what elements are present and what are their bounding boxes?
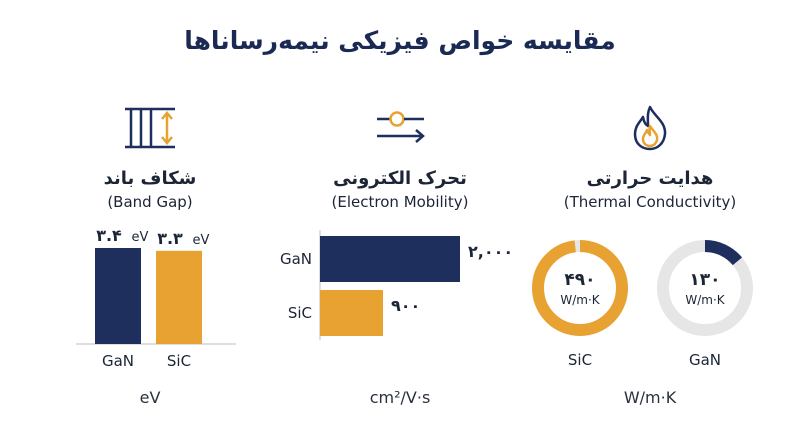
thermal-value-label: ۴۹۰ [564, 270, 595, 290]
band-gap-category-label: GaN [102, 352, 134, 370]
band-gap-value-unit: eV [132, 230, 149, 245]
mobility-category-label: SiC [288, 304, 312, 322]
band-gap-category-label: SiC [167, 352, 191, 370]
thermal-gauge-arc-gan [657, 240, 753, 336]
band-gap-bar-gan [95, 248, 141, 344]
page-title: مقایسه خواص فیزیکی نیمه‌رساناها [184, 26, 616, 55]
band-gap-value-label: ۳.۴ [96, 226, 122, 245]
band-gap-chart: ۳.۴ eV GaN ۳.۳ eV SiC [76, 226, 236, 370]
mobility-slider-arrow-icon [377, 111, 425, 143]
thermal-value-unit: W/m·K [560, 293, 600, 307]
band-gap-icon [125, 107, 175, 149]
band-gap-value-unit: eV [193, 233, 210, 248]
thermal-unit: W/m·K [623, 388, 677, 407]
mobility-unit: cm²/V·s [369, 388, 431, 407]
mobility-subtitle: (Electron Mobility) [331, 193, 469, 211]
mobility-value-label: ۲,۰۰۰ [468, 242, 513, 261]
mobility-category-label: GaN [280, 250, 312, 268]
thermal-value-label: ۱۳۰ [689, 270, 720, 290]
mobility-bar-sic [320, 290, 383, 336]
flame-icon [633, 105, 667, 151]
mobility-bar-gan [320, 236, 460, 282]
thermal-value-unit: W/m·K [685, 293, 725, 307]
thermal-gauge-arc-sic [532, 240, 628, 336]
thermal-title: هدایت حرارتی [586, 168, 714, 189]
thermal-category-label: SiC [568, 351, 592, 369]
thermal-category-label: GaN [689, 351, 721, 369]
thermal-subtitle: (Thermal Conductivity) [563, 193, 737, 211]
band-gap-bar-sic [156, 250, 202, 344]
thermal-chart: ۴۹۰ W/m·K SiC ۱۳۰ W/m·K GaN [532, 240, 753, 369]
mobility-value-label: ۹۰۰ [391, 296, 420, 315]
mobility-chart: GaN ۲,۰۰۰ SiC ۹۰۰ [280, 230, 513, 340]
mobility-title: تحرک الکترونی [333, 168, 467, 189]
band-gap-subtitle: (Band Gap) [107, 193, 193, 211]
band-gap-value-label: ۳.۳ [157, 229, 183, 248]
band-gap-unit: eV [139, 388, 161, 407]
band-gap-title: شکاف باند [103, 168, 197, 189]
